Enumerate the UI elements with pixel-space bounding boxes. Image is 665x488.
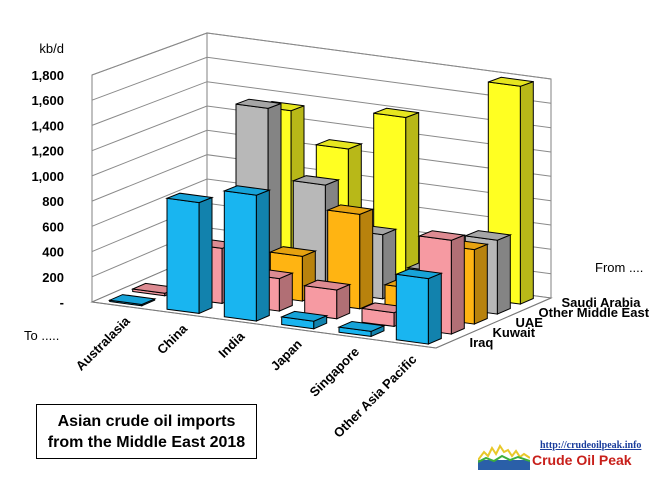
gridline — [91, 56, 552, 104]
brand-logo: http://crudeoilpeak.info Crude Oil Peak — [478, 438, 653, 470]
bar-face-side — [496, 234, 511, 315]
bar-face-side — [359, 208, 374, 310]
bar-face-top — [235, 98, 282, 109]
gridline — [91, 178, 552, 227]
depth-axis-line — [435, 297, 552, 349]
oil-well-icon — [478, 444, 530, 470]
bar-face-side — [519, 80, 534, 305]
series-label: Kuwait — [493, 325, 536, 340]
bar-face-side — [198, 196, 213, 315]
bar-face-top — [394, 268, 444, 280]
chart-title-line-1: Asian crude oil imports — [57, 412, 236, 430]
bar-face-top — [417, 230, 467, 241]
bar-face-top — [325, 204, 375, 215]
bar-iraq — [222, 185, 272, 322]
bar-face-top — [463, 230, 513, 241]
y-tick-label: - — [60, 295, 64, 310]
bar-face-top — [302, 279, 352, 291]
series-label: Other Middle East — [539, 305, 650, 320]
bar-face-top — [337, 320, 386, 332]
y-tick-label: 1,400 — [31, 118, 64, 133]
gridline — [91, 129, 552, 177]
bar-face-side — [405, 111, 420, 290]
bar-face-side — [278, 272, 293, 312]
gridline — [91, 81, 552, 129]
chart-axes — [91, 297, 552, 349]
chart-labels: - 200 400 600 800 1,000 1,200 1,400 1,600 1,800 kb… — [24, 41, 650, 441]
bar-face-side — [473, 243, 488, 325]
bar-iraq — [337, 320, 386, 338]
y-axis-unit: kb/d — [39, 41, 64, 56]
bar-face-front — [223, 190, 257, 322]
chart-title: Asian crude oil imports from the Middle … — [36, 404, 257, 459]
y-tick-label: 1,600 — [31, 93, 64, 108]
brand-url[interactable]: http://crudeoilpeak.info — [540, 440, 642, 451]
series-label: Saudi Arabia — [562, 295, 642, 310]
gridline — [91, 32, 552, 80]
bar-face-top — [488, 76, 534, 87]
bar-face-top — [314, 139, 364, 150]
x-category-label: Singapore — [307, 344, 363, 400]
y-tick-label: 1,800 — [31, 68, 64, 83]
y-tick-label: 1,200 — [31, 144, 64, 159]
brand-name: Crude Oil Peak — [532, 452, 632, 468]
gridline — [91, 154, 552, 202]
bar-face-front — [166, 197, 200, 314]
x-category-label: Japan — [268, 336, 305, 373]
chart-title-line-2: from the Middle East 2018 — [47, 433, 246, 451]
bar-face-front — [395, 273, 429, 345]
bar-face-top — [222, 185, 272, 196]
bar-iraq — [107, 294, 157, 307]
bar-iraq — [394, 268, 444, 345]
bar-iraq — [165, 192, 214, 315]
bar-face-side — [255, 189, 270, 322]
bar-kuwait — [302, 279, 352, 320]
bar-face-side — [450, 234, 465, 335]
bar-face-top — [165, 192, 214, 204]
y-tick-label: 200 — [42, 270, 64, 285]
x-axis-line — [91, 301, 437, 349]
gridline — [91, 105, 552, 153]
series-label: UAE — [516, 315, 544, 330]
depth-axis-caption: From .... — [595, 260, 643, 275]
bar-face-side — [427, 272, 442, 345]
bar-face-top — [373, 107, 419, 119]
chart-bars — [107, 76, 534, 345]
x-category-label: Australasia — [73, 313, 134, 374]
bar-iraq — [279, 310, 329, 330]
x-category-label: India — [215, 328, 248, 361]
bar-face-top — [268, 246, 318, 257]
y-tick-label: 600 — [42, 219, 64, 234]
y-tick-label: 400 — [42, 245, 64, 260]
x-category-label: China — [154, 320, 191, 357]
series-label: Iraq — [470, 335, 494, 350]
x-axis-caption: To ..... — [24, 328, 59, 343]
bar-face-top — [107, 294, 157, 306]
bar-face-top — [279, 310, 329, 322]
y-tick-label: 800 — [42, 194, 64, 209]
y-tick-label: 1,000 — [31, 169, 64, 184]
bar-face-top — [291, 175, 341, 186]
